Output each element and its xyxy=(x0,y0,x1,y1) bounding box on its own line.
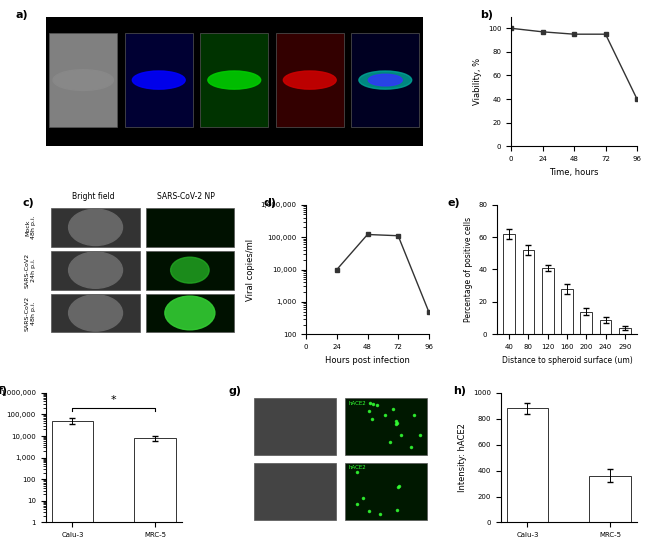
Text: DAPI: DAPI xyxy=(151,21,167,27)
Y-axis label: Intensity: hACE2: Intensity: hACE2 xyxy=(458,423,467,492)
FancyBboxPatch shape xyxy=(51,251,140,290)
FancyBboxPatch shape xyxy=(125,34,193,127)
Text: Merge: Merge xyxy=(374,21,396,27)
FancyBboxPatch shape xyxy=(200,34,268,127)
Circle shape xyxy=(69,295,122,331)
Bar xyxy=(561,289,573,334)
FancyBboxPatch shape xyxy=(146,294,234,332)
FancyBboxPatch shape xyxy=(146,208,234,247)
Text: f): f) xyxy=(0,386,8,396)
Text: Mock
48h p.i.: Mock 48h p.i. xyxy=(25,216,36,239)
Bar xyxy=(507,408,548,522)
Text: h): h) xyxy=(452,386,465,396)
Text: hACE2: hACE2 xyxy=(348,465,367,470)
Text: SARS-CoV2
24h p.i.: SARS-CoV2 24h p.i. xyxy=(25,252,36,288)
FancyBboxPatch shape xyxy=(276,34,344,127)
Text: b): b) xyxy=(480,10,493,20)
Text: d): d) xyxy=(263,198,276,208)
Bar xyxy=(503,234,515,334)
Y-axis label: Percentage of positive cells: Percentage of positive cells xyxy=(463,217,473,322)
Circle shape xyxy=(69,209,122,245)
Bar xyxy=(600,320,612,334)
Circle shape xyxy=(53,70,114,90)
X-axis label: Distance to spheroid surface (um): Distance to spheroid surface (um) xyxy=(502,356,632,365)
Circle shape xyxy=(369,74,402,86)
Bar xyxy=(590,476,630,522)
Bar xyxy=(135,438,176,550)
Bar xyxy=(523,250,534,334)
FancyBboxPatch shape xyxy=(345,398,427,455)
Text: g): g) xyxy=(228,386,241,396)
Circle shape xyxy=(69,252,122,288)
Bar xyxy=(542,268,554,334)
Circle shape xyxy=(359,71,411,89)
Circle shape xyxy=(165,296,215,330)
Text: Bright field: Bright field xyxy=(64,21,103,27)
Y-axis label: Viral copies/ml: Viral copies/ml xyxy=(246,239,255,300)
Y-axis label: Viability, %: Viability, % xyxy=(473,58,482,105)
FancyBboxPatch shape xyxy=(49,34,117,127)
Circle shape xyxy=(208,71,261,89)
Text: hACE2: hACE2 xyxy=(348,400,367,405)
Text: SARS-CoV2
48h p.i.: SARS-CoV2 48h p.i. xyxy=(25,295,36,331)
Circle shape xyxy=(170,257,209,283)
FancyBboxPatch shape xyxy=(51,208,140,247)
X-axis label: Time, hours: Time, hours xyxy=(549,168,599,177)
Text: e): e) xyxy=(448,198,461,208)
Text: Bright field: Bright field xyxy=(72,192,115,201)
FancyBboxPatch shape xyxy=(254,463,336,520)
FancyBboxPatch shape xyxy=(351,34,419,127)
Text: Calu3: Calu3 xyxy=(224,21,244,27)
Text: c): c) xyxy=(22,198,34,208)
FancyBboxPatch shape xyxy=(51,294,140,332)
Text: MRC-5: MRC-5 xyxy=(299,21,321,27)
Text: *: * xyxy=(111,395,116,405)
Text: SARS-CoV-2 NP: SARS-CoV-2 NP xyxy=(157,192,215,201)
FancyBboxPatch shape xyxy=(146,251,234,290)
Bar xyxy=(580,312,592,334)
FancyBboxPatch shape xyxy=(345,463,427,520)
Circle shape xyxy=(283,71,336,89)
X-axis label: Hours post infection: Hours post infection xyxy=(325,356,410,365)
Circle shape xyxy=(133,71,185,89)
Bar xyxy=(52,421,93,550)
FancyBboxPatch shape xyxy=(254,398,336,455)
Bar xyxy=(619,328,630,334)
Text: a): a) xyxy=(16,10,28,20)
